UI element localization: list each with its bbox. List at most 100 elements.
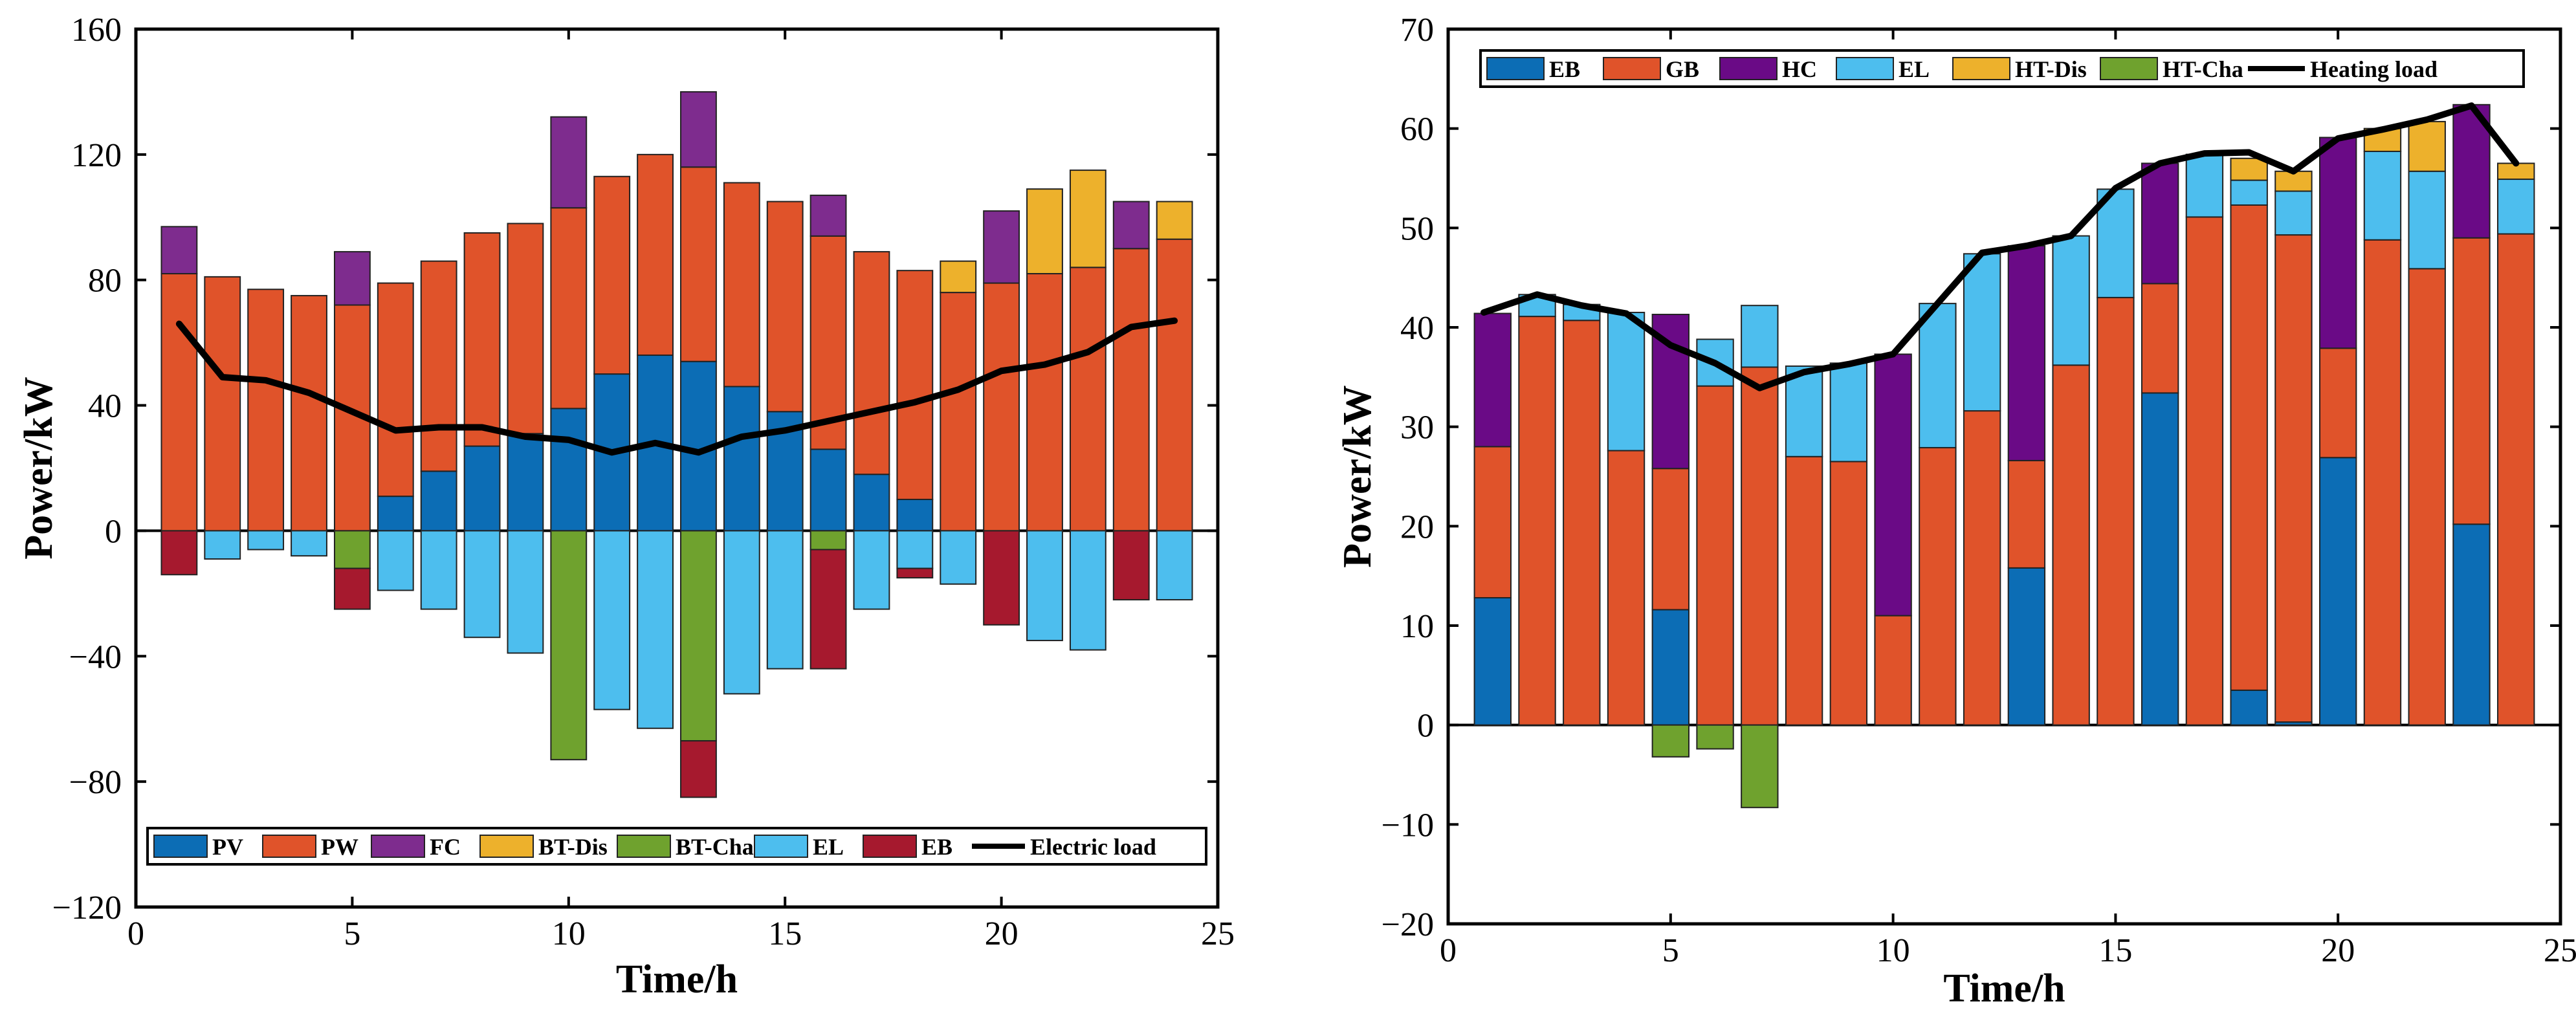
x-tick-label: 10 xyxy=(1877,932,1910,969)
bar-fc-h1 xyxy=(160,226,198,275)
bar-hc-h10 xyxy=(1874,353,1912,617)
bar-gb-h10 xyxy=(1874,615,1912,726)
bar-el-h17 xyxy=(2185,153,2224,218)
electric-load-line xyxy=(175,317,1178,456)
legend-label-ht-cha: HT-Cha xyxy=(2163,56,2243,82)
legend-label-pv: PV xyxy=(212,834,243,860)
bar-gb-h5 xyxy=(1651,468,1690,611)
bar-el-h3 xyxy=(247,530,285,551)
y-tick-label: 60 xyxy=(1400,111,1434,148)
bar-el-h11 xyxy=(1919,303,1957,448)
y-tick-label: 50 xyxy=(1400,210,1434,247)
bar-el-h24 xyxy=(1156,530,1193,601)
bar-eb-h18 xyxy=(2230,689,2268,726)
bar-el-h21 xyxy=(1026,530,1063,642)
legend-swatch-el xyxy=(754,835,808,858)
bar-gb-h23 xyxy=(2452,237,2491,525)
bar-pw-h10 xyxy=(550,207,588,410)
y-tick-label: 40 xyxy=(1400,310,1434,347)
bar-gb-h20 xyxy=(2319,347,2357,459)
bar-pw-h1 xyxy=(160,273,198,532)
bar-eb-h5 xyxy=(333,567,371,610)
bar-bt-dis-h24 xyxy=(1156,201,1193,240)
bar-bt-cha-h13 xyxy=(680,530,717,742)
bar-fc-h23 xyxy=(1112,201,1150,250)
y-tick-label: −80 xyxy=(69,764,122,801)
bar-eb-h20 xyxy=(2319,457,2357,726)
bar-pw-h21 xyxy=(1026,273,1063,532)
bar-el-h22 xyxy=(1069,530,1106,651)
bar-gb-h7 xyxy=(1741,366,1779,726)
bar-gb-h2 xyxy=(1518,316,1556,726)
bar-ht-cha-h5 xyxy=(1651,724,1690,758)
bar-fc-h10 xyxy=(550,116,588,209)
bar-pw-h18 xyxy=(896,270,934,500)
bar-el-h11 xyxy=(593,530,631,710)
bar-el-h18 xyxy=(2230,179,2268,206)
bar-hc-h20 xyxy=(2319,137,2357,349)
x-tick-label: 25 xyxy=(1201,915,1235,952)
bar-gb-h18 xyxy=(2230,204,2268,691)
bar-fc-h5 xyxy=(333,251,371,306)
bar-bt-dis-h19 xyxy=(940,260,977,294)
heating-load-line-group xyxy=(1481,102,2520,391)
bar-el-h7 xyxy=(1741,305,1779,368)
bar-el-h8 xyxy=(463,530,501,639)
bar-el-h22 xyxy=(2408,170,2446,270)
bar-pw-h4 xyxy=(291,294,327,532)
bar-gb-h21 xyxy=(2363,239,2402,726)
x-tick-label: 5 xyxy=(1662,932,1679,969)
bar-eb-h13 xyxy=(680,740,717,798)
bar-pw-h8 xyxy=(463,232,501,447)
legend-swatch-ht-dis xyxy=(1952,57,2010,80)
legend-swatch-bt-cha xyxy=(617,835,671,858)
legend-swatch-eb xyxy=(863,835,917,858)
bar-pw-h19 xyxy=(940,292,977,532)
bar-pw-h14 xyxy=(723,182,760,388)
bar-gb-h17 xyxy=(2185,216,2224,726)
y-tick-label: 0 xyxy=(1417,708,1434,745)
x-tick-label: 0 xyxy=(127,915,144,952)
bar-pw-h3 xyxy=(247,289,285,532)
electric-legend: PV PW FC BT-Dis BT-Cha EL EB Electric load xyxy=(146,827,1207,866)
bar-bt-cha-h16 xyxy=(809,530,847,551)
bar-ht-dis-h18 xyxy=(2230,157,2268,181)
bar-pv-h7 xyxy=(420,470,457,532)
bar-el-h4 xyxy=(291,530,327,557)
bar-el-h14 xyxy=(723,530,760,695)
bar-eb-h23 xyxy=(1112,530,1150,601)
y-tick-label: 0 xyxy=(105,513,122,550)
legend-label-fc: FC xyxy=(430,834,461,860)
bar-el-h2 xyxy=(204,530,241,560)
legend-label-el: EL xyxy=(813,834,844,860)
x-tick-label: 15 xyxy=(768,915,802,952)
bar-el-h6 xyxy=(377,530,414,591)
x-tick-label: 20 xyxy=(2321,932,2355,969)
bar-eb-h1 xyxy=(160,530,198,576)
y-tick-label: 160 xyxy=(71,12,122,49)
bar-gb-h3 xyxy=(1563,320,1601,726)
bar-gb-h16 xyxy=(2141,283,2179,394)
legend-box xyxy=(146,827,1207,866)
bar-pw-h16 xyxy=(809,235,847,450)
legend-label-ht-dis: HT-Dis xyxy=(2015,56,2087,82)
bar-bt-cha-h5 xyxy=(333,530,371,569)
bar-pv-h14 xyxy=(723,386,760,532)
heat-legend: EB GB HC EL HT-Dis HT-Cha Heating load xyxy=(1479,49,2525,88)
bar-el-h4 xyxy=(1607,311,1646,452)
y-tick-label: −20 xyxy=(1382,906,1434,943)
bar-eb-h23 xyxy=(2452,523,2491,726)
legend-label-el: EL xyxy=(1899,56,1930,82)
bar-ht-dis-h22 xyxy=(2408,120,2446,172)
electric-bars-group xyxy=(160,91,1193,798)
bar-el-h19 xyxy=(2274,190,2313,236)
bar-ht-cha-h7 xyxy=(1741,724,1779,809)
electric-ticks-group: 0 5 10 15 20 25 −120 −80 −40 0 40 80 120 160 xyxy=(52,12,1235,952)
electric-plot-frame xyxy=(134,27,1220,909)
legend-swatch-fc xyxy=(371,835,425,858)
x-tick-label: 5 xyxy=(344,915,360,952)
bar-pw-h22 xyxy=(1069,267,1106,532)
bar-fc-h20 xyxy=(983,210,1020,284)
bar-fc-h13 xyxy=(680,91,717,168)
